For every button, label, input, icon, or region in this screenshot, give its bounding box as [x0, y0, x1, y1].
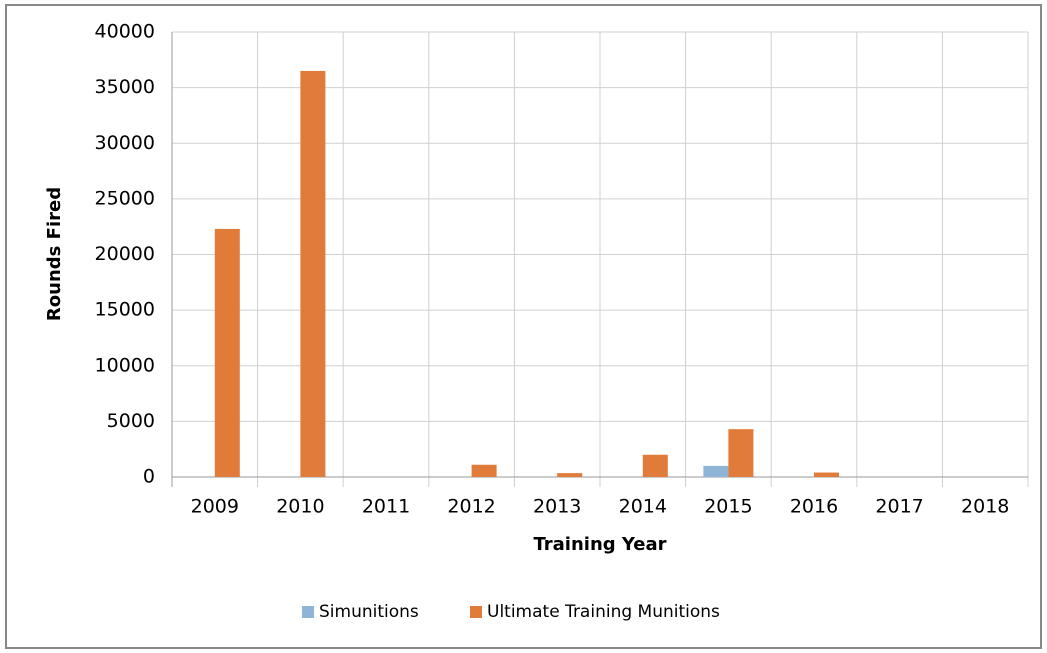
legend-label: Simunitions: [319, 602, 419, 622]
y-tick-label: 35000: [95, 76, 155, 98]
y-tick-label: 20000: [95, 243, 155, 265]
y-tick-label: 0: [143, 466, 155, 488]
bar: [642, 454, 668, 477]
bar: [703, 465, 729, 477]
y-axis-title: Rounds Fired: [44, 187, 65, 321]
x-tick-label: 2015: [704, 496, 752, 518]
bar: [728, 429, 754, 477]
x-tick-label: 2011: [362, 496, 410, 518]
y-tick-label: 30000: [95, 132, 155, 154]
bar: [300, 70, 326, 477]
bar: [214, 228, 240, 477]
y-tick-label: 15000: [95, 299, 155, 321]
y-tick-label: 5000: [107, 410, 155, 432]
y-tick-label: 40000: [95, 21, 155, 43]
x-tick-label: 2012: [447, 496, 495, 518]
bar: [814, 472, 839, 477]
y-tick-label: 25000: [95, 187, 155, 209]
legend-swatch: [302, 606, 314, 618]
x-tick-label: 2016: [790, 496, 838, 518]
x-axis-title: Training Year: [533, 534, 666, 555]
legend-label: Ultimate Training Munitions: [487, 602, 720, 622]
x-tick-label: 2018: [961, 496, 1009, 518]
x-tick-label: 2009: [191, 496, 239, 518]
x-tick-label: 2010: [276, 496, 324, 518]
bar: [471, 464, 497, 477]
x-tick-label: 2017: [875, 496, 923, 518]
x-tick-label: 2014: [619, 496, 667, 518]
x-tick-label: 2013: [533, 496, 581, 518]
bar: [557, 473, 583, 477]
legend-swatch: [470, 606, 482, 618]
y-tick-label: 10000: [95, 354, 155, 376]
chart-frame: [5, 4, 1042, 649]
